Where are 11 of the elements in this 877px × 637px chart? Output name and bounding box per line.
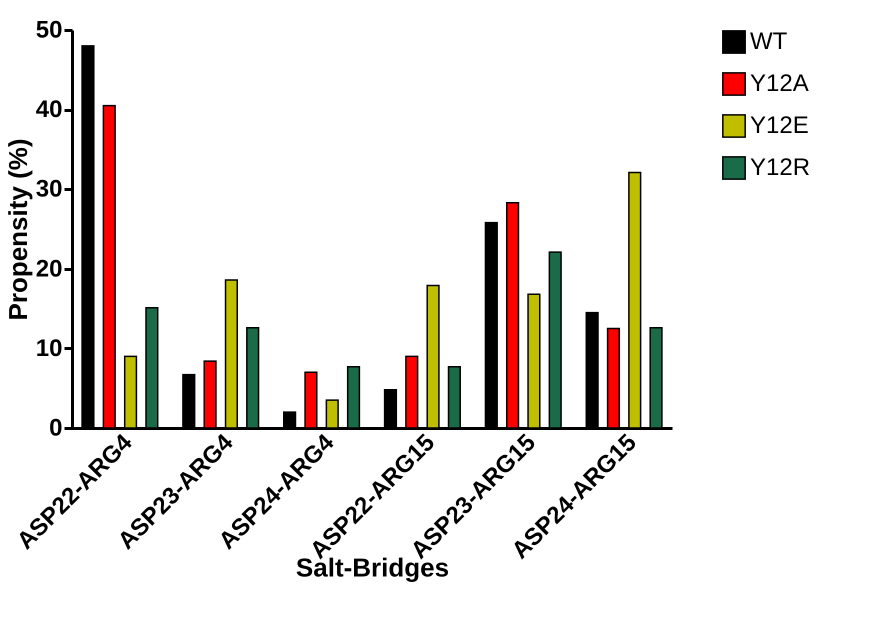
y-tick-label: 20 [36,255,62,282]
y-tick-label: 50 [36,16,62,44]
legend-label: Y12A [750,70,809,97]
y-tick-label: 40 [36,96,62,124]
y-axis-title: Propensity (%) [2,138,33,321]
y-tick-label: 0 [49,414,62,442]
y-tick-label: 30 [36,176,62,203]
legend-label: WT [750,28,788,55]
legend-label: Y12R [750,154,810,181]
y-tick-label: 10 [36,334,62,362]
legend-label: Y12E [750,112,809,139]
